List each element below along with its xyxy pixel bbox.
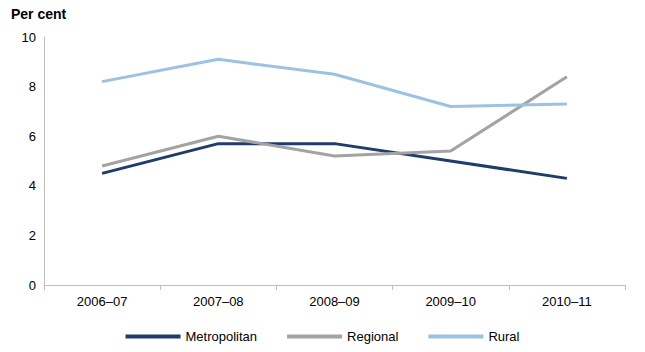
svg-text:0: 0 [29, 278, 36, 293]
svg-text:2: 2 [29, 228, 36, 243]
svg-text:2008–09: 2008–09 [309, 294, 360, 309]
svg-text:Regional: Regional [347, 329, 398, 344]
svg-text:Per cent: Per cent [11, 6, 67, 22]
svg-text:10: 10 [22, 30, 36, 45]
svg-text:2006–07: 2006–07 [77, 294, 128, 309]
svg-text:2010–11: 2010–11 [542, 294, 592, 309]
svg-text:Metropolitan: Metropolitan [186, 329, 258, 344]
svg-text:2009–10: 2009–10 [425, 294, 476, 309]
svg-text:8: 8 [29, 79, 36, 94]
svg-text:6: 6 [29, 129, 36, 144]
svg-text:4: 4 [29, 178, 36, 193]
svg-text:2007–08: 2007–08 [193, 294, 244, 309]
svg-text:Rural: Rural [488, 329, 519, 344]
